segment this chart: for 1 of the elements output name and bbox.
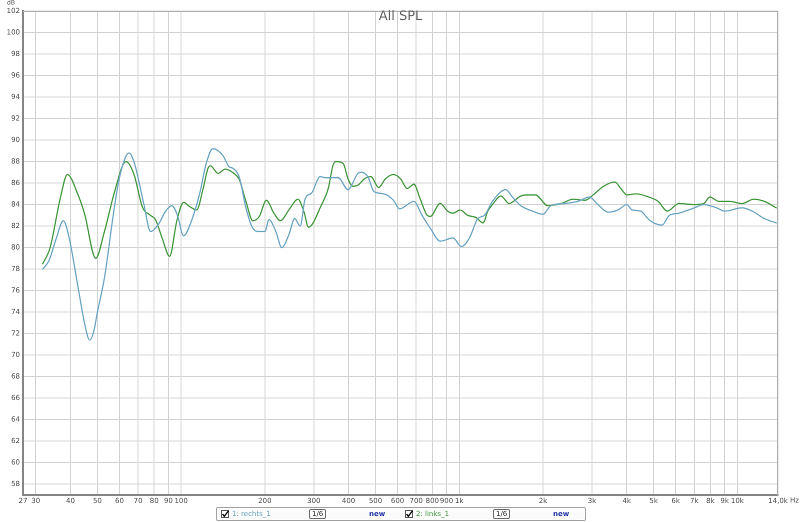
chart-title: All SPL [378,8,424,24]
